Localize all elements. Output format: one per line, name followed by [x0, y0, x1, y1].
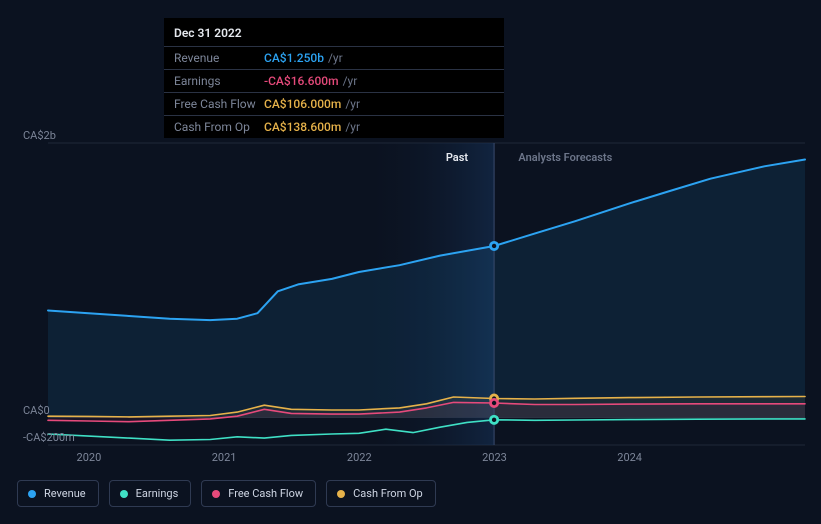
y-axis-label: CA$2b — [23, 129, 56, 142]
tooltip-label: Free Cash Flow — [174, 97, 264, 111]
x-axis-label: 2020 — [77, 451, 102, 464]
tooltip-value: CA$1.250b — [264, 51, 324, 65]
tooltip-label: Revenue — [174, 51, 264, 65]
x-axis-label: 2024 — [617, 451, 642, 464]
legend-label: Cash From Op — [353, 487, 423, 500]
tooltip-row: Cash From OpCA$138.600m/yr — [164, 115, 504, 138]
tooltip-row: RevenueCA$1.250b/yr — [164, 46, 504, 69]
tooltip-value: CA$106.000m — [264, 97, 341, 111]
x-axis-label: 2021 — [212, 451, 237, 464]
tooltip-value: -CA$16.600m — [264, 74, 339, 88]
tooltip-label: Earnings — [174, 74, 264, 88]
tooltip-value: CA$138.600m — [264, 120, 341, 134]
tooltip-suffix: /yr — [345, 97, 360, 111]
legend-item-cash_from_op[interactable]: Cash From Op — [326, 480, 436, 507]
tooltip-label: Cash From Op — [174, 120, 264, 134]
section-label-forecast: Analysts Forecasts — [518, 151, 612, 164]
tooltip-suffix: /yr — [345, 120, 360, 134]
legend-dot-icon — [120, 490, 128, 498]
chart-canvas — [17, 125, 805, 445]
tooltip-suffix: /yr — [343, 74, 358, 88]
legend-item-earnings[interactable]: Earnings — [109, 480, 192, 507]
legend-label: Earnings — [136, 487, 179, 500]
x-axis-label: 2023 — [482, 451, 507, 464]
legend-label: Free Cash Flow — [228, 487, 303, 500]
chart-tooltip: Dec 31 2022 RevenueCA$1.250b/yrEarnings-… — [164, 18, 504, 138]
legend-item-free_cash_flow[interactable]: Free Cash Flow — [201, 480, 316, 507]
tooltip-row: Earnings-CA$16.600m/yr — [164, 69, 504, 92]
tooltip-row: Free Cash FlowCA$106.000m/yr — [164, 92, 504, 115]
section-label-past: Past — [446, 151, 468, 164]
y-axis-label: CA$0 — [23, 404, 50, 417]
y-axis-label: -CA$200m — [23, 431, 75, 444]
tooltip-date: Dec 31 2022 — [164, 18, 504, 46]
tooltip-suffix: /yr — [328, 51, 343, 65]
x-axis-label: 2022 — [347, 451, 372, 464]
legend-dot-icon — [337, 490, 345, 498]
financials-chart[interactable]: CA$2bCA$0-CA$200m20202021202220232024Pas… — [17, 125, 805, 445]
legend-dot-icon — [28, 490, 36, 498]
legend: Revenue Earnings Free Cash Flow Cash From O… — [17, 480, 436, 507]
legend-dot-icon — [212, 490, 220, 498]
legend-item-revenue[interactable]: Revenue — [17, 480, 99, 507]
legend-label: Revenue — [44, 487, 86, 500]
